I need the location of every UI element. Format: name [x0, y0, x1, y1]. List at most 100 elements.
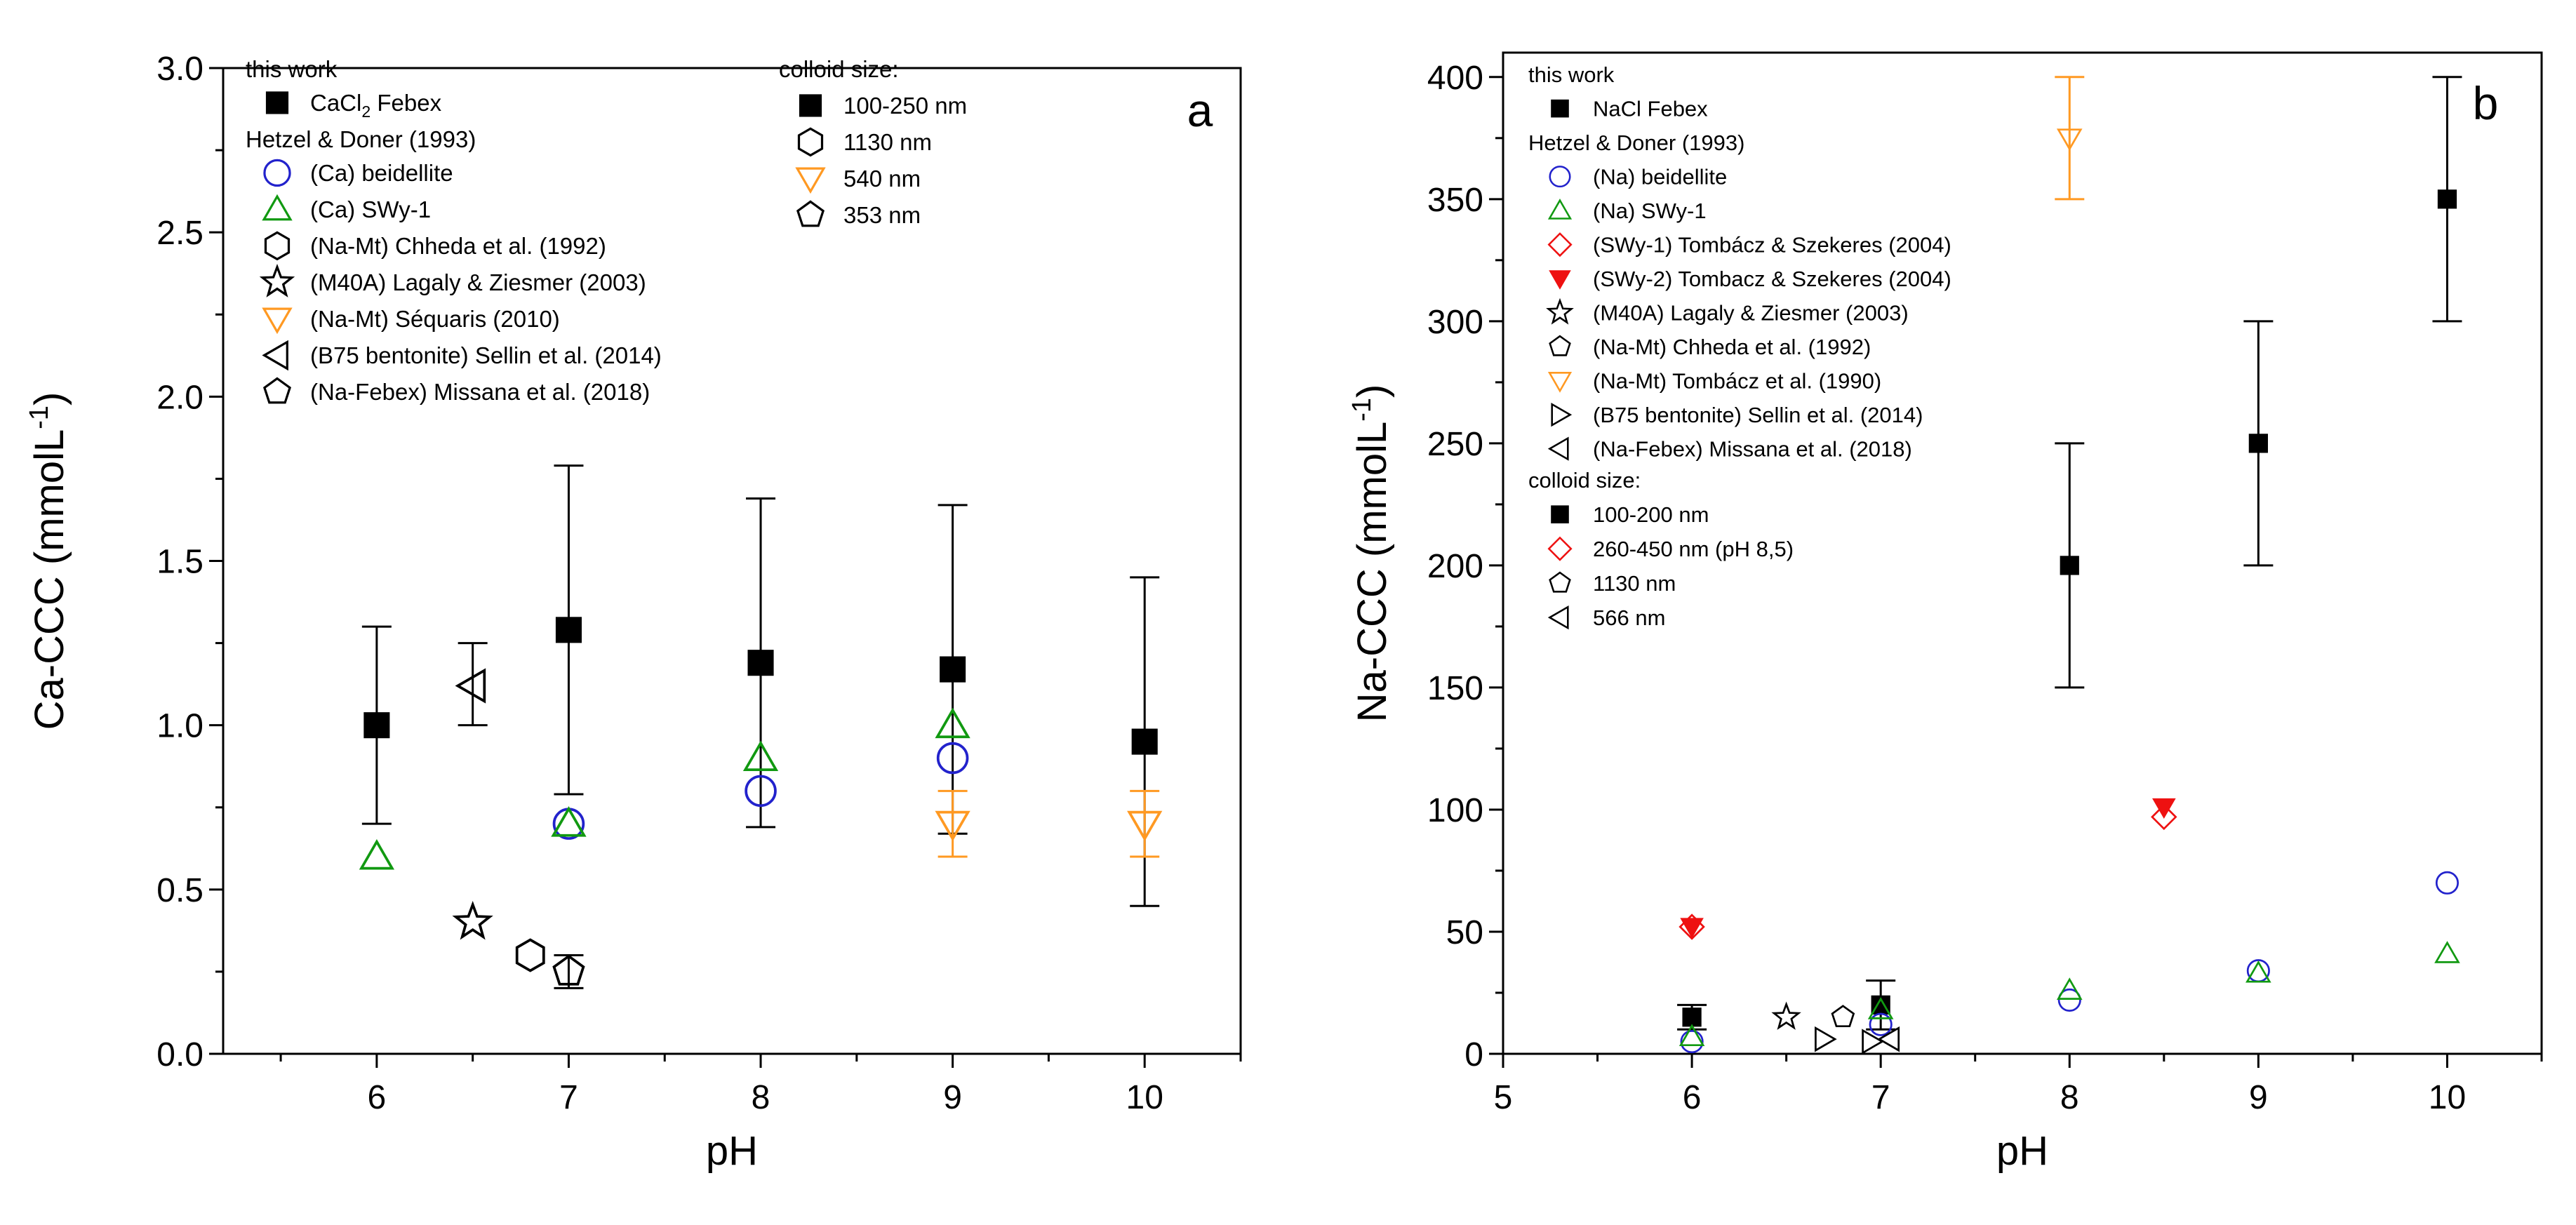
- legend-entry: (SWy-2) Tombacz & Szekeres (2004): [1549, 267, 1951, 291]
- legend-colloid-size: colloid size: 100-250 nm 1130 nm 540 nm 353 …: [779, 56, 967, 228]
- legend-marker: [1551, 99, 1569, 118]
- legend-label: (Na) beidellite: [1593, 165, 1727, 189]
- legend-entry: (Na) beidellite: [1549, 165, 1727, 189]
- data-point: [515, 938, 545, 972]
- legend-header: this work: [1528, 62, 1615, 87]
- legend-entry: (B75 bentonite) Sellin et al. (2014): [262, 340, 662, 371]
- data-point: [2057, 988, 2081, 1012]
- legend-marker: [1551, 505, 1569, 523]
- legend-entry: (Ca) beidellite: [263, 159, 453, 187]
- legend-entry: 100-200 nm: [1551, 502, 1709, 527]
- data-point: [1679, 1024, 1705, 1047]
- legend-marker: [265, 91, 289, 114]
- y-tick-label: 0.0: [156, 1036, 203, 1073]
- series: [361, 464, 1160, 907]
- legend-entry: (Ca) SWy-1: [262, 194, 431, 222]
- legend-label: (Na-Mt) Tombácz et al. (1990): [1593, 369, 1881, 394]
- data-point: [1680, 918, 1704, 939]
- y-axis: 0.0 0.5 1.0 1.5 2.0 2.5 3.0: [156, 51, 223, 1073]
- y-tick-label: 150: [1427, 670, 1483, 707]
- y-tick-label: 350: [1427, 182, 1483, 219]
- legend-entry: (B75 bentonite) Sellin et al. (2014): [1551, 402, 1923, 427]
- legend-marker: [1547, 232, 1573, 257]
- x-tick-label: 8: [752, 1079, 770, 1116]
- data-point: [747, 650, 774, 676]
- y-axis-label-sup: -1: [25, 406, 54, 429]
- plot-frame: [1502, 51, 2543, 1055]
- legend-entry: 1130 nm: [1549, 571, 1676, 596]
- series: [359, 707, 970, 870]
- legend-marker: [1549, 270, 1571, 290]
- legend-label: (Na-Mt) Chheda et al. (1992): [1593, 335, 1871, 359]
- error-bar: [1130, 789, 1160, 858]
- data-point: [452, 901, 493, 940]
- y-tick-label: 0.5: [156, 872, 203, 909]
- data-point: [1862, 1029, 1884, 1055]
- data-point: [2434, 941, 2460, 963]
- data-point: [1682, 1008, 1702, 1027]
- data-point: [2245, 960, 2271, 983]
- error-bar: [458, 642, 488, 727]
- series: [1680, 798, 2176, 939]
- y-axis-label-close: ): [1349, 384, 1395, 398]
- y-axis-label-main: Ca-CCC (mmolL: [27, 429, 72, 730]
- legend-marker: [1546, 297, 1574, 325]
- y-tick-label: 0: [1464, 1036, 1483, 1073]
- data-point: [745, 775, 777, 808]
- x-tick-label: 8: [2060, 1079, 2079, 1116]
- legend-entry: 353 nm: [796, 200, 921, 228]
- data-point: [551, 806, 587, 837]
- legend-marker: [796, 200, 825, 227]
- legend-label: 100-250 nm: [843, 93, 967, 119]
- y-tick-label: 300: [1427, 304, 1483, 341]
- legend-marker: [263, 159, 291, 187]
- legend-entry: (Na-Mt) Chheda et al. (1992): [1549, 335, 1871, 359]
- legend-label: (Na-Mt) Chheda et al. (1992): [310, 233, 606, 259]
- panel-letter: a: [1187, 84, 1213, 136]
- legend-marker: [1547, 372, 1573, 393]
- series: [552, 954, 585, 989]
- legend-entry: (Na-Mt) Tombácz et al. (1990): [1547, 369, 1881, 394]
- y-axis-label-sup: -1: [1347, 398, 1377, 422]
- legend-marker: [259, 263, 295, 297]
- y-axis: 0 50 100 150 200 250 300 350 400: [1427, 60, 1503, 1073]
- legend-entry: 540 nm: [795, 166, 921, 194]
- error-bar: [2055, 76, 2085, 201]
- data-points: [359, 464, 1163, 989]
- legend-entry: 100-250 nm: [799, 93, 967, 119]
- legend-label: 1130 nm: [1593, 571, 1676, 596]
- x-axis: 6 7 8 9 10: [279, 1054, 1242, 1116]
- data-point: [359, 838, 395, 870]
- legend-label: 353 nm: [843, 202, 921, 228]
- legend-label: (Ca) SWy-1: [310, 196, 431, 222]
- data-point: [935, 707, 970, 739]
- legend-label: (Ca) beidellite: [310, 160, 453, 186]
- chart-panel-a: 6 7 8 9 10 pH 0.0 0.5 1.0 1.5 2.0 2.5 3.0 Ca-CCC (mmo…: [25, 51, 1242, 1174]
- series: [452, 901, 493, 940]
- legend-entry: 1130 nm: [797, 127, 932, 157]
- y-tick-label: 2.0: [156, 379, 203, 416]
- data-point: [2435, 871, 2460, 895]
- legend-marker: [264, 231, 291, 261]
- y-axis-label-main: Na-CCC (mmolL: [1349, 422, 1395, 723]
- legend-entry: (M40A) Lagaly & Ziesmer (2003): [1546, 297, 1909, 326]
- legend-entry: (M40A) Lagaly & Ziesmer (2003): [259, 263, 646, 297]
- panel-letter: b: [2473, 77, 2499, 129]
- data-point: [1815, 1026, 1837, 1052]
- legend-label: 566 nm: [1593, 605, 1665, 630]
- data-point: [1771, 1001, 1801, 1030]
- x-tick-label: 6: [368, 1079, 387, 1116]
- legend: this work CaCl2 Febex Hetzel & Doner (1993…: [246, 56, 662, 405]
- data-point: [940, 656, 966, 683]
- legend-label: 540 nm: [843, 166, 921, 192]
- x-axis-label: pH: [706, 1128, 758, 1174]
- data-point: [2060, 556, 2079, 575]
- y-tick-label: 1.0: [156, 708, 203, 745]
- legend-marker: [795, 167, 826, 194]
- data-point: [455, 668, 486, 704]
- data-point: [742, 740, 779, 771]
- data-point: [1877, 1026, 1900, 1052]
- data-point: [935, 810, 970, 842]
- legend-label: 100-200 nm: [1593, 502, 1709, 527]
